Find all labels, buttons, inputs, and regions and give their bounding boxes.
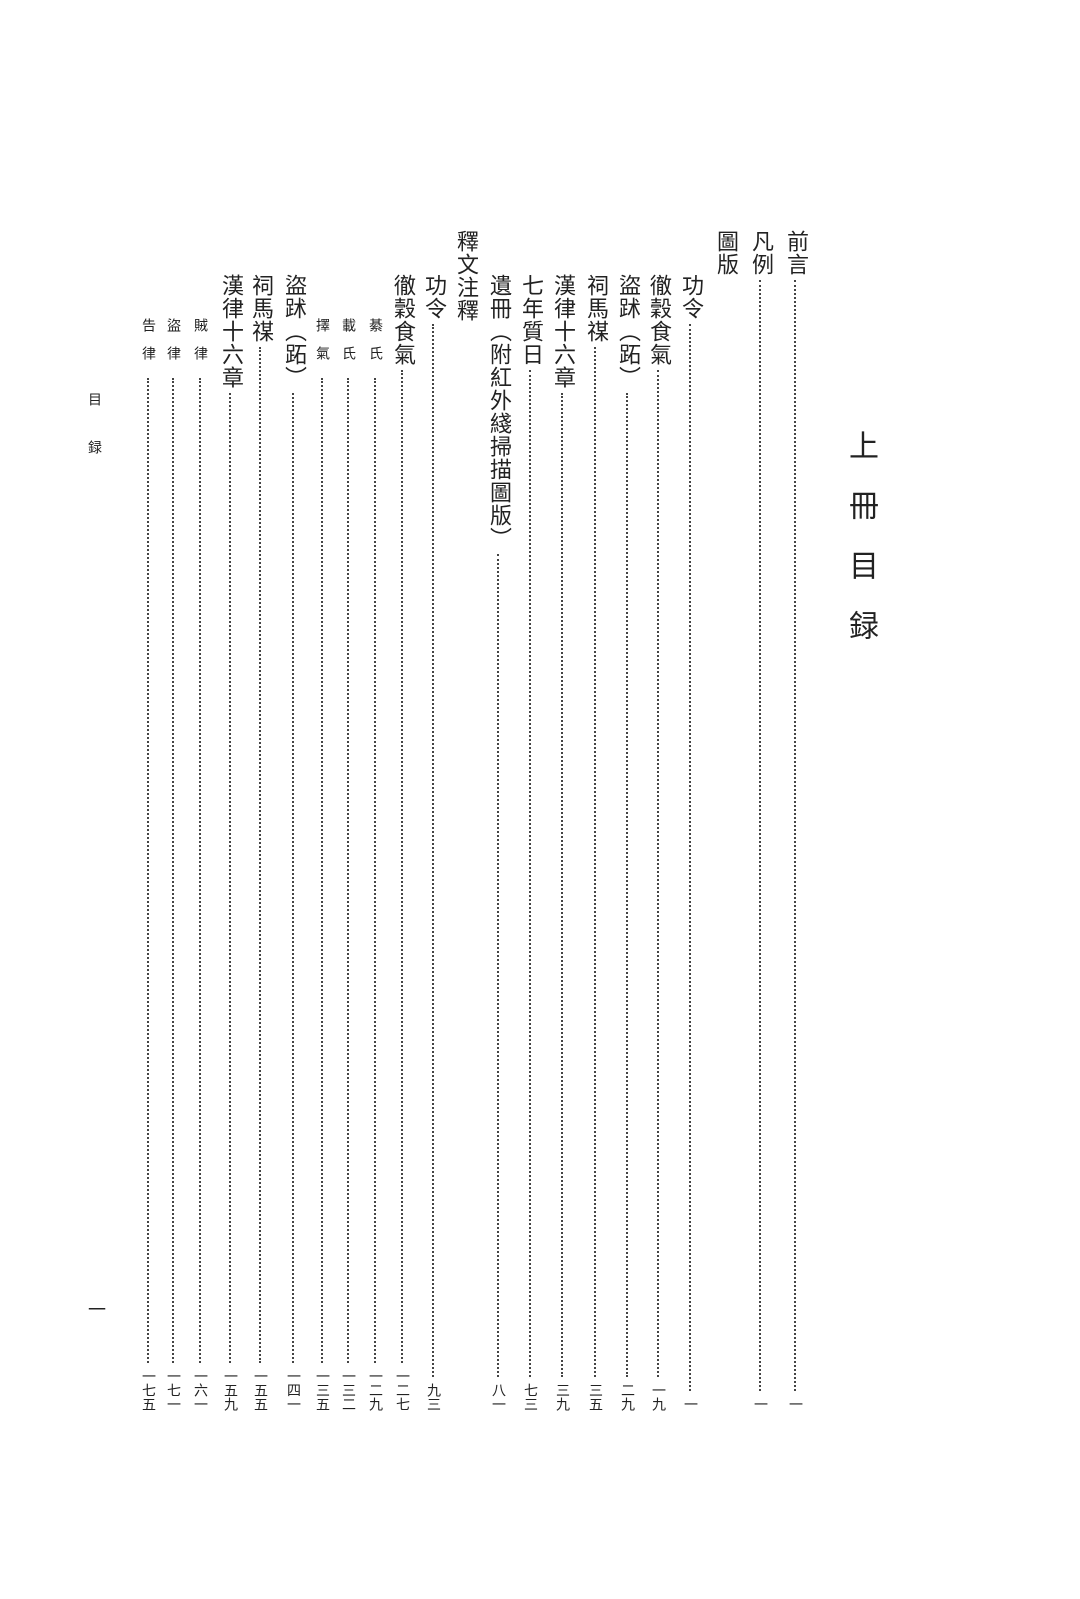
toc-entry-title: 載氏: [340, 318, 356, 374]
toc-entry[interactable]: 圖版: [711, 230, 739, 276]
toc-entry-title: 賊律: [192, 318, 208, 374]
toc-entry[interactable]: 徹穀食氣 一九: [644, 274, 672, 1411]
toc-entry-title: 祠馬禖: [248, 274, 273, 343]
toc-entry[interactable]: 漢律十六章 一五九: [216, 274, 244, 1411]
dot-leader: [626, 393, 628, 1377]
toc-entry-title: 漢律十六章: [550, 274, 575, 389]
toc-entry-title: 凡例: [748, 230, 773, 276]
toc-entry[interactable]: 祠馬禖 一五五: [246, 274, 274, 1411]
toc-entry-page: 七三: [522, 1383, 538, 1411]
toc-entry-page: 一四一: [285, 1369, 301, 1411]
toc-entry-title: 釋文注釋: [453, 230, 478, 322]
page-number: 一: [88, 1300, 106, 1321]
toc-entry[interactable]: 七年質日 七三: [516, 274, 544, 1411]
toc-entry[interactable]: 功令一: [676, 274, 704, 1411]
toc-entry-page: 一七五: [140, 1369, 156, 1411]
toc-entry-title: 七年質日: [518, 274, 543, 366]
toc-entry-title: 綦氏: [367, 318, 383, 374]
toc-entry[interactable]: 盜䟣（跖） 二九: [613, 274, 641, 1411]
toc-entry-title: 祠馬禖: [583, 274, 608, 343]
toc-entry[interactable]: 徹穀食氣 一二七: [388, 274, 416, 1411]
dot-leader: [529, 370, 531, 1377]
toc-entry-page: 一三二: [340, 1369, 356, 1411]
toc-entry-title: 告律: [140, 318, 156, 374]
toc-entry-page: 二九: [619, 1383, 635, 1411]
toc-entry[interactable]: 賊律 一六一: [189, 318, 211, 1411]
dot-leader: [689, 324, 691, 1391]
toc-entry[interactable]: 盜䟣（跖） 一四一: [279, 274, 307, 1411]
toc-entry-title: 盜䟣（跖）: [615, 274, 640, 389]
toc-entry[interactable]: 告律 一七五: [137, 318, 159, 1411]
toc-entry-page: 一七一: [165, 1369, 181, 1411]
toc-entry[interactable]: 前言一: [781, 230, 809, 1411]
dot-leader: [657, 370, 659, 1377]
dot-leader: [347, 378, 349, 1363]
dot-leader: [147, 378, 149, 1363]
toc-entry[interactable]: 釋文注釋: [451, 230, 479, 322]
running-head: 目録: [86, 392, 102, 488]
toc-entry-page: 一五九: [222, 1369, 238, 1411]
dot-leader: [172, 378, 174, 1363]
dot-leader: [561, 393, 563, 1377]
toc-entry-page: 一二九: [367, 1369, 383, 1411]
toc-entry[interactable]: 凡例一: [746, 230, 774, 1411]
toc-entry-title: 擇氣: [314, 318, 330, 374]
toc-entry-page: 八一: [490, 1383, 506, 1411]
toc-entry-title: 圖版: [713, 230, 738, 276]
toc-entry-title: 漢律十六章: [218, 274, 243, 389]
dot-leader: [401, 370, 403, 1363]
toc-entry-page: 一: [682, 1397, 698, 1411]
dot-leader: [259, 347, 261, 1363]
toc-entry-page: 一六一: [192, 1369, 208, 1411]
dot-leader: [594, 347, 596, 1377]
toc-entry-title: 徹穀食氣: [646, 274, 671, 366]
dot-leader: [321, 378, 323, 1363]
toc-entry[interactable]: 漢律十六章 三九: [548, 274, 576, 1411]
toc-entry-title: 盜䟣（跖）: [281, 274, 306, 389]
toc-entry-page: 一五五: [252, 1369, 268, 1411]
toc-entry-title: 功令: [678, 274, 703, 320]
toc-entry-page: 三五: [587, 1383, 603, 1411]
toc-entry[interactable]: 擇氣 一三五: [311, 318, 333, 1411]
page-title: 上冊目録: [843, 430, 878, 670]
toc-entry-title: 前言: [783, 230, 808, 276]
toc-entry-title: 徹穀食氣: [390, 274, 415, 366]
toc-entry-page: 九三: [425, 1383, 441, 1411]
toc-entry[interactable]: 載氏 一三二: [337, 318, 359, 1411]
toc-entry[interactable]: 遺冊（附紅外綫掃描圖版） 八一: [484, 274, 512, 1411]
toc-entry[interactable]: 祠馬禖 三五: [581, 274, 609, 1411]
toc-entry-page: 一: [752, 1397, 768, 1411]
dot-leader: [292, 393, 294, 1363]
dot-leader: [759, 280, 761, 1391]
toc-entry[interactable]: 綦氏 一二九: [364, 318, 386, 1411]
toc-entry-page: 一三五: [314, 1369, 330, 1411]
toc-entry-page: 一二七: [394, 1369, 410, 1411]
dot-leader: [497, 554, 499, 1377]
toc-entry-page: 一九: [650, 1383, 666, 1411]
toc-entry[interactable]: 功令 九三: [419, 274, 447, 1411]
dot-leader: [374, 378, 376, 1363]
dot-leader: [794, 280, 796, 1391]
toc-entry-page: 三九: [554, 1383, 570, 1411]
dot-leader: [432, 324, 434, 1377]
toc-entry-page: 一: [787, 1397, 803, 1411]
dot-leader: [199, 378, 201, 1363]
toc-entry-title: 盜律: [165, 318, 181, 374]
toc-entry[interactable]: 盜律 一七一: [162, 318, 184, 1411]
dot-leader: [229, 393, 231, 1363]
toc-entry-title: 功令: [421, 274, 446, 320]
toc-entry-title: 遺冊（附紅外綫掃描圖版）: [486, 274, 511, 550]
